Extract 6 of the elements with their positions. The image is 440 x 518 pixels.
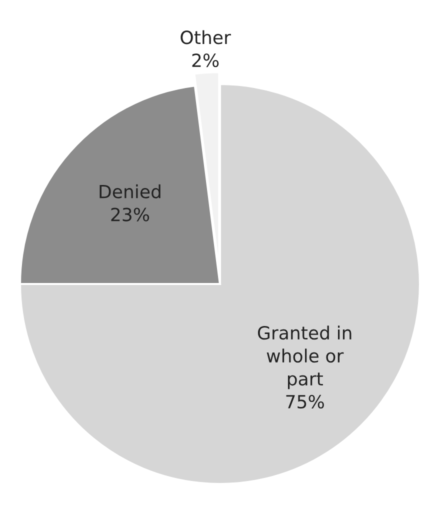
data-label: 23% xyxy=(111,208,150,222)
data-label: 2% xyxy=(192,54,219,68)
slice-label: Other xyxy=(180,30,231,44)
slice-label: Granted in whole or part xyxy=(258,326,352,390)
slice-label: Denied xyxy=(100,184,160,198)
data-label: 75% xyxy=(286,394,324,409)
